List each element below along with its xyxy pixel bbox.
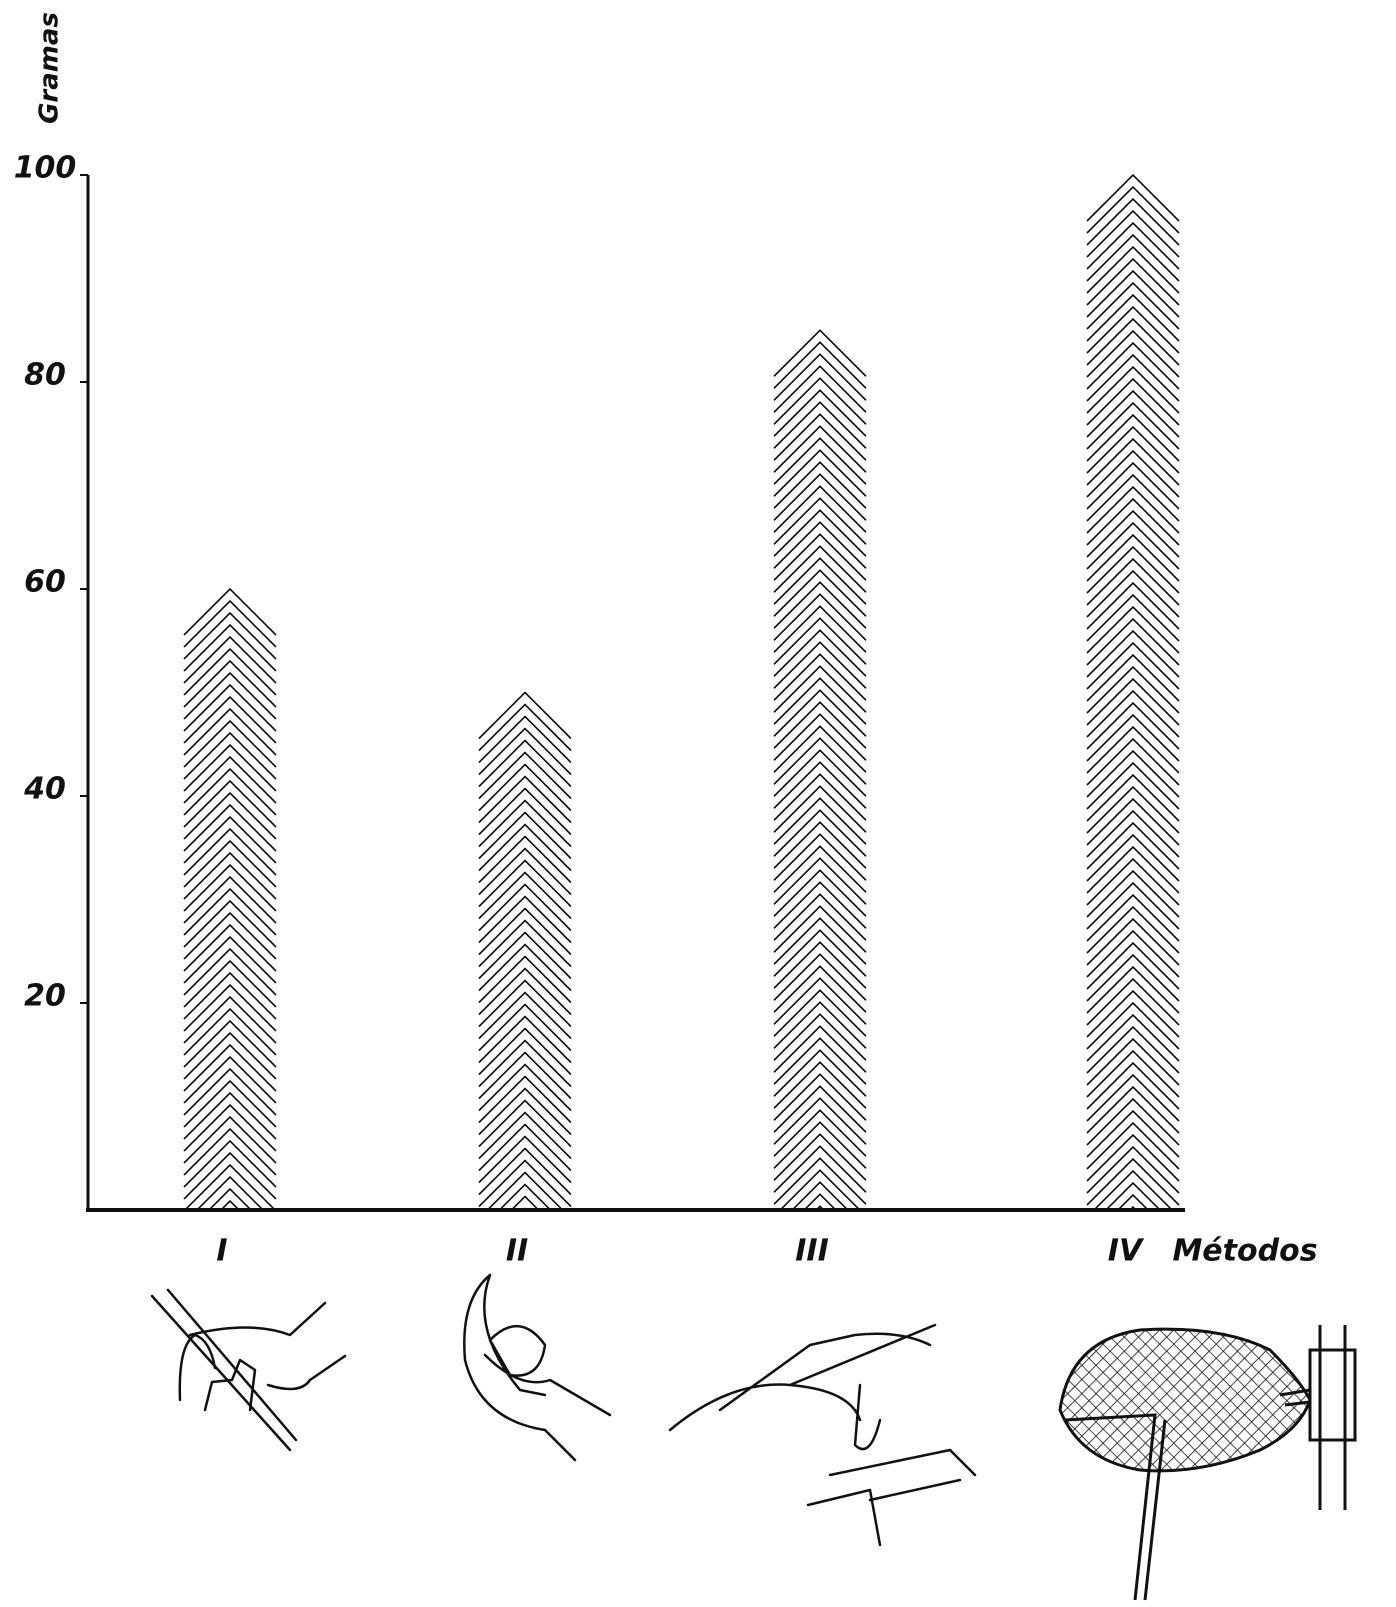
x-tick-label: IV: [1108, 1234, 1145, 1269]
x-tick-label: III: [795, 1234, 829, 1269]
bar: [1087, 175, 1179, 1301]
y-tick-label: 100: [14, 151, 77, 186]
bar: [184, 589, 276, 1295]
y-tick-label: 20: [24, 979, 66, 1014]
chart: Gramas Métodos 20406080100IIIIIIIV: [0, 0, 1396, 1607]
bar: [479, 693, 571, 1291]
y-tick-label: 40: [23, 772, 66, 807]
x-axis-label: Métodos: [1172, 1234, 1317, 1269]
x-tick-label: I: [216, 1234, 227, 1269]
bar: [774, 330, 866, 1300]
illustration-method-4: [1060, 1325, 1355, 1600]
y-tick-label: 60: [24, 565, 66, 600]
illustration-method-3: [670, 1325, 975, 1545]
y-axis-label: Gramas: [35, 12, 65, 124]
illustration-method-1: [152, 1290, 345, 1450]
illustration-method-2: [464, 1275, 610, 1460]
y-tick-label: 80: [24, 358, 66, 393]
x-tick-label: II: [506, 1234, 528, 1269]
